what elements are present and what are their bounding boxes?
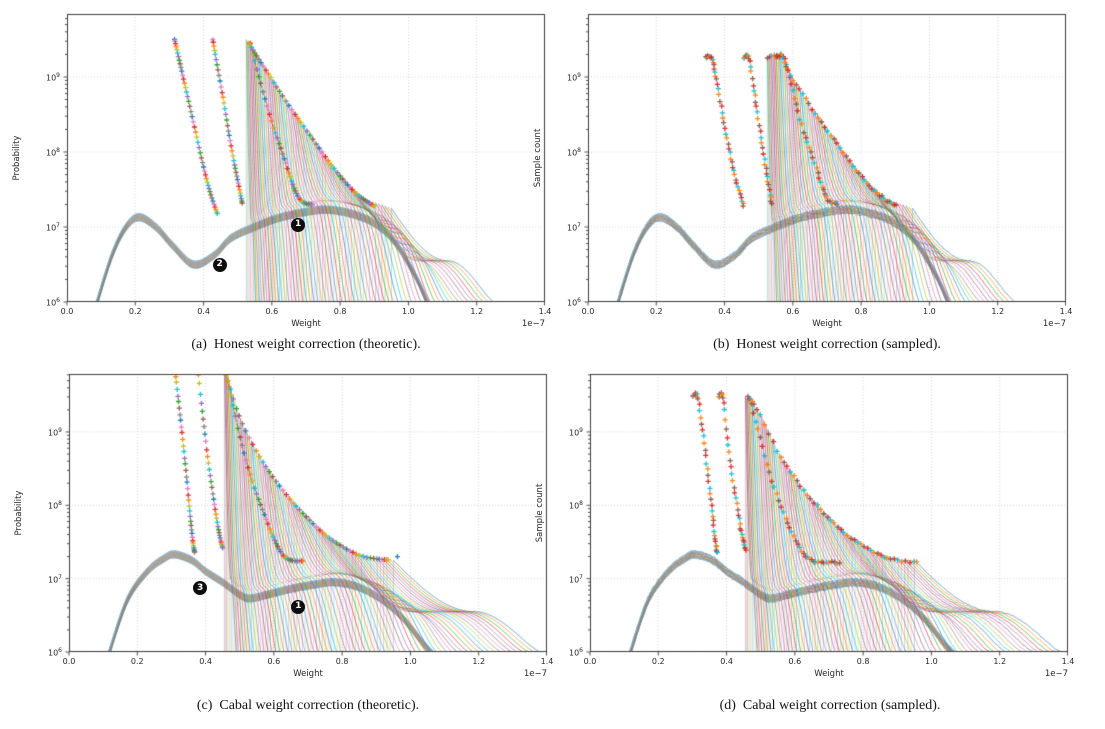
x-offset-label: 1e−7 bbox=[523, 669, 547, 679]
y-tick-label: 107 bbox=[566, 222, 581, 233]
y-tick-label: 109 bbox=[47, 426, 62, 438]
caption-b: (b) Honest weight correction (sampled). bbox=[713, 337, 941, 352]
x-tick-label: 0.2 bbox=[651, 657, 665, 666]
y-tick-label: 106 bbox=[45, 297, 60, 308]
x-tick-label: 1.2 bbox=[472, 657, 486, 666]
y-tick-label: 109 bbox=[45, 72, 60, 83]
caption-d: (d) Cabal weight correction (sampled). bbox=[719, 698, 941, 713]
x-tick-label: 0.4 bbox=[720, 657, 733, 666]
x-tick-label: 1.2 bbox=[470, 307, 484, 316]
x-tick-label: 1.0 bbox=[925, 657, 938, 666]
annotation-marker-1: 1 bbox=[291, 599, 306, 614]
x-tick-label: 0.8 bbox=[856, 657, 870, 666]
y-tick-label: 106 bbox=[566, 297, 581, 308]
x-tick-label: 0.2 bbox=[649, 307, 663, 316]
x-axis-label: Weight bbox=[814, 669, 844, 679]
x-tick-label: 0.4 bbox=[718, 307, 731, 316]
x-tick-label: 0.6 bbox=[786, 307, 800, 316]
x-axis-label: Weight bbox=[812, 319, 842, 329]
x-tick-label: 0.4 bbox=[197, 307, 210, 316]
x-axis-label: Weight bbox=[293, 669, 323, 679]
x-tick-label: 1.2 bbox=[991, 307, 1005, 316]
y-tick-label: 108 bbox=[566, 147, 581, 158]
x-tick-label: 1.0 bbox=[404, 657, 417, 666]
y-tick-label: 109 bbox=[568, 426, 583, 438]
y-tick-label: 106 bbox=[47, 647, 62, 658]
caption-c: (c) Cabal weight correction (theoretic). bbox=[196, 698, 420, 713]
y-tick-label: 108 bbox=[45, 147, 60, 158]
plot-canvas-b bbox=[578, 4, 1076, 312]
x-tick-label: 0.0 bbox=[60, 307, 74, 316]
x-tick-label: 0.0 bbox=[583, 657, 597, 666]
y-axis-label: Probability bbox=[12, 135, 22, 181]
y-tick-label: 108 bbox=[568, 500, 583, 511]
x-tick-label: 1.0 bbox=[402, 307, 415, 316]
y-tick-label: 106 bbox=[568, 647, 583, 658]
y-axis-label: Probability bbox=[14, 490, 24, 536]
y-tick-label: 107 bbox=[47, 573, 62, 585]
x-axis-label: Weight bbox=[291, 319, 321, 329]
y-tick-label: 107 bbox=[45, 222, 60, 233]
x-offset-label: 1e−7 bbox=[1042, 319, 1066, 329]
x-offset-label: 1e−7 bbox=[1044, 669, 1068, 679]
x-tick-label: 1.0 bbox=[923, 307, 936, 316]
x-offset-label: 1e−7 bbox=[521, 319, 545, 329]
x-tick-label: 1.4 bbox=[1061, 657, 1075, 666]
y-tick-label: 109 bbox=[566, 72, 581, 83]
y-tick-label: 107 bbox=[568, 573, 583, 585]
x-tick-label: 0.0 bbox=[581, 307, 595, 316]
x-tick-label: 1.4 bbox=[1059, 307, 1073, 316]
x-tick-label: 1.2 bbox=[993, 657, 1007, 666]
x-tick-label: 0.8 bbox=[854, 307, 868, 316]
annotation-marker-2: 2 bbox=[212, 257, 227, 272]
caption-a: (a) Honest weight correction (theoretic)… bbox=[191, 337, 421, 352]
x-tick-label: 0.2 bbox=[130, 657, 144, 666]
x-tick-label: 1.4 bbox=[540, 657, 554, 666]
x-tick-label: 0.6 bbox=[788, 657, 802, 666]
x-tick-label: 0.0 bbox=[62, 657, 76, 666]
annotation-marker-1: 1 bbox=[291, 217, 306, 232]
x-tick-label: 1.4 bbox=[538, 307, 552, 316]
plot-canvas-c bbox=[59, 364, 557, 662]
annotation-marker-3: 3 bbox=[193, 581, 208, 596]
y-tick-label: 108 bbox=[47, 500, 62, 511]
x-tick-label: 0.2 bbox=[128, 307, 142, 316]
y-axis-label: Sample count bbox=[533, 128, 543, 188]
x-tick-label: 0.4 bbox=[199, 657, 212, 666]
y-axis-label: Sample count bbox=[535, 483, 545, 543]
x-tick-label: 0.6 bbox=[265, 307, 279, 316]
x-tick-label: 0.8 bbox=[335, 657, 349, 666]
plot-canvas-d bbox=[580, 364, 1078, 662]
x-tick-label: 0.8 bbox=[333, 307, 347, 316]
x-tick-label: 0.6 bbox=[267, 657, 281, 666]
plot-canvas-a bbox=[57, 4, 555, 312]
